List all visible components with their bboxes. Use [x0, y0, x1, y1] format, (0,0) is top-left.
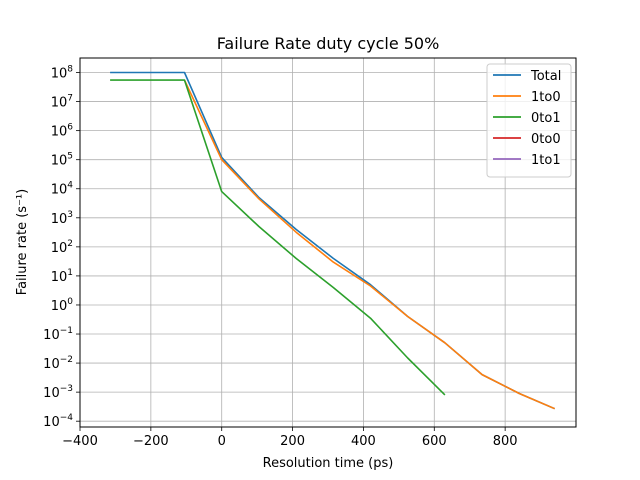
chart-title: Failure Rate duty cycle 50% — [217, 34, 440, 53]
x-tick-label: 400 — [351, 434, 376, 449]
x-axis-ticks: −400 −200 0 200 400 600 800 — [62, 427, 518, 449]
legend-entry: 0to0 — [531, 132, 561, 147]
legend-entry: Total — [530, 69, 561, 84]
y-axis-ticks: 108 107 106 105 104 103 102 101 100 10−1 10−2 10−3 1… — [43, 65, 80, 430]
y-tick-label: 102 — [51, 239, 73, 256]
x-axis-label: Resolution time (ps) — [263, 456, 394, 471]
y-tick-label: 106 — [51, 123, 74, 140]
y-tick-label: 103 — [51, 210, 73, 227]
y-tick-label: 104 — [51, 181, 74, 198]
legend-entry: 1to0 — [531, 90, 561, 105]
series-line-1to0 — [183, 79, 556, 410]
y-tick-label: 10−2 — [43, 355, 73, 372]
y-tick-label: 100 — [51, 297, 74, 314]
y-tick-label: 10−3 — [43, 384, 73, 401]
y-tick-label: 101 — [51, 268, 73, 285]
legend: Total 1to0 0to1 0to0 1to1 — [486, 63, 572, 178]
y-axis-label: Failure rate (s⁻¹) — [15, 189, 30, 295]
x-tick-label: 0 — [218, 434, 226, 449]
plot-frame — [79, 57, 577, 428]
legend-entry: 0to1 — [531, 111, 561, 126]
legend-entry: 1to1 — [531, 153, 561, 168]
x-tick-label: −200 — [133, 434, 169, 449]
y-tick-label: 10−1 — [43, 326, 73, 343]
x-tick-label: 200 — [280, 434, 305, 449]
series-lines — [110, 71, 556, 410]
x-tick-label: −400 — [62, 434, 98, 449]
x-tick-label: 800 — [493, 434, 518, 449]
y-tick-label: 10−4 — [43, 413, 73, 430]
series-line-0to1 — [110, 79, 446, 396]
legend-box — [486, 63, 572, 178]
y-tick-label: 107 — [51, 94, 73, 111]
y-tick-label: 108 — [51, 65, 74, 82]
y-tick-label: 105 — [51, 152, 73, 169]
x-tick-label: 600 — [422, 434, 447, 449]
